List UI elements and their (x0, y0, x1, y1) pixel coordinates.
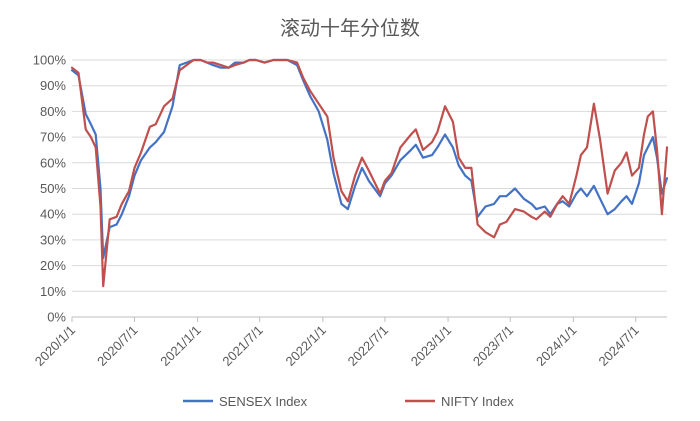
x-tick-label: 2023/1/1 (408, 323, 454, 369)
y-tick-label: 10% (40, 284, 66, 299)
legend-label: SENSEX Index (219, 394, 308, 409)
y-tick-label: 80% (40, 104, 66, 119)
y-tick-label: 30% (40, 232, 66, 247)
x-tick-label: 2023/7/1 (470, 323, 516, 369)
series-line-sensex (70, 58, 669, 259)
y-tick-label: 50% (40, 181, 66, 196)
chart-title: 滚动十年分位数 (280, 16, 420, 40)
y-tick-label: 60% (40, 155, 66, 170)
legend: SENSEX Index NIFTY Index (183, 394, 514, 409)
axes: 0% 10% 20% 30% 40% 50% 60% 70% 80% 90% 100% 2020/1/… (32, 53, 667, 369)
x-tick-label: 2021/7/1 (219, 323, 265, 369)
x-tick-label: 2024/1/1 (533, 323, 579, 369)
y-tick-label: 0% (47, 310, 66, 325)
y-tick-label: 20% (40, 258, 66, 273)
series-line-nifty (70, 58, 669, 288)
y-tick-label: 90% (40, 78, 66, 93)
legend-label: NIFTY Index (441, 394, 514, 409)
y-tick-label: 70% (40, 130, 66, 145)
series-layer (70, 58, 669, 288)
gridlines (72, 59, 667, 292)
y-tick-label: 40% (40, 207, 66, 222)
x-tick-label: 2022/7/1 (345, 323, 391, 369)
x-tick-label: 2020/7/1 (94, 323, 140, 369)
x-tick-label: 2022/1/1 (283, 323, 329, 369)
y-tick-label: 100% (33, 53, 67, 68)
x-tick-label: 2020/1/1 (32, 323, 78, 369)
x-tick-label: 2021/1/1 (157, 323, 203, 369)
x-tick-label: 2024/7/1 (596, 323, 642, 369)
